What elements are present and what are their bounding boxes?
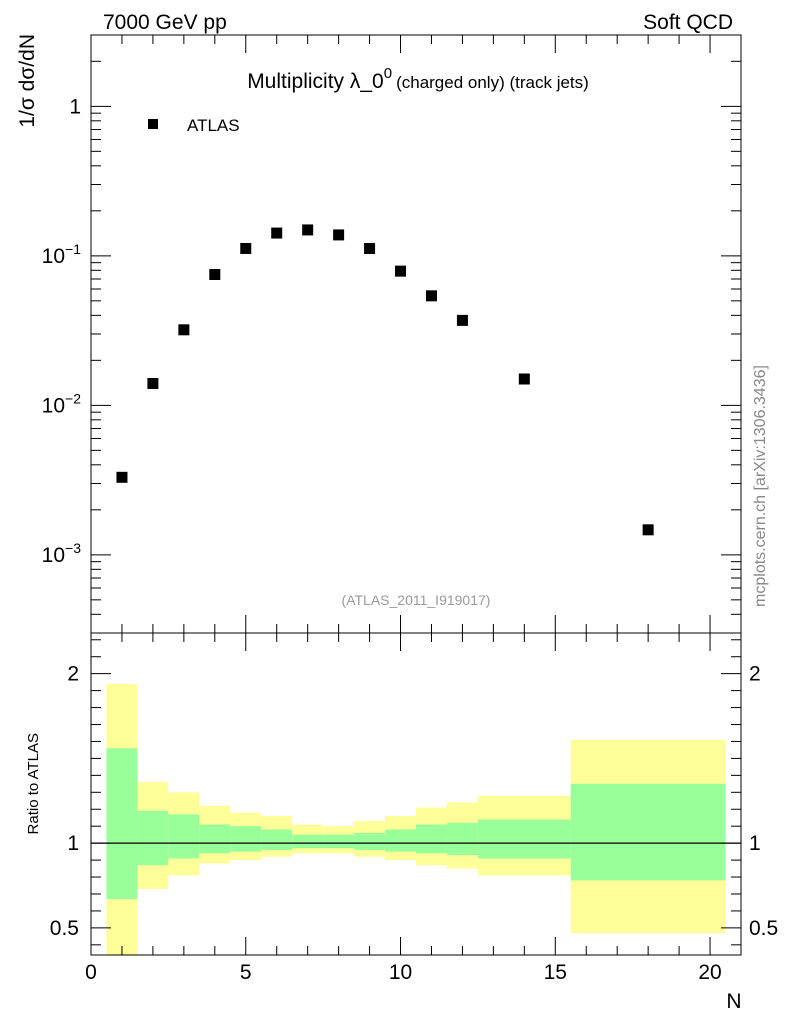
data-point: [116, 471, 128, 483]
main-y-tick-label: 10−3: [42, 540, 82, 567]
main-y-tick-label: 10−2: [42, 390, 82, 417]
legend-marker: [148, 119, 158, 129]
inner-uncertainty-band: [323, 834, 355, 849]
main-y-tick-label: 1: [69, 95, 81, 118]
x-tick-label: 0: [85, 961, 97, 984]
main-y-axis-label: 1/σ dσ/dN: [16, 34, 39, 128]
ratio-y-tick-label-right: 2: [749, 663, 761, 686]
data-point: [209, 269, 221, 281]
main-y-tick-label: 10−1: [42, 241, 82, 268]
main-y-tick-labels: 1 10−1 10−2 10−3: [42, 95, 82, 567]
data-point: [178, 324, 190, 336]
data-point: [271, 227, 283, 239]
data-point: [364, 242, 376, 254]
side-label: mcplots.cern.ch [arXiv:1306.3436]: [752, 365, 769, 607]
inner-uncertainty-band: [477, 819, 571, 859]
inner-uncertainty-band: [230, 826, 262, 852]
x-axis-label: N: [726, 990, 741, 1013]
data-point: [642, 524, 654, 536]
ratio-y-tick-label-left: 1: [67, 832, 79, 855]
inner-uncertainty-band: [106, 748, 138, 900]
inner-uncertainty-band: [168, 814, 200, 859]
inner-uncertainty-band: [385, 829, 416, 852]
data-point: [518, 373, 530, 385]
inner-uncertainty-band: [199, 824, 231, 854]
x-tick-label: 20: [698, 961, 721, 984]
analysis-id-label: (ATLAS_2011_I919017): [342, 592, 491, 608]
ratio-x-tick-labels: 0 5 10 15 20: [85, 961, 722, 984]
data-point: [147, 377, 159, 389]
x-tick-label: 5: [240, 961, 252, 984]
data-point: [425, 290, 437, 302]
ratio-uncertainty-bands: [106, 683, 726, 955]
inner-uncertainty-band: [570, 783, 726, 881]
ratio-y-axis-label: Ratio to ATLAS: [25, 733, 42, 834]
x-tick-label: 10: [389, 961, 412, 984]
ratio-y-tick-label-left: 0.5: [50, 917, 79, 940]
chart-title-main: Multiplicity λ_0: [247, 70, 384, 93]
atlas-data-points: [116, 224, 654, 536]
ratio-axis-ticks: [90, 633, 742, 955]
inner-uncertainty-band: [354, 832, 386, 850]
x-tick-label: 15: [544, 961, 567, 984]
data-point: [395, 265, 407, 277]
ratio-y-tick-label-right: 0.5: [749, 917, 778, 940]
header-right: Soft QCD: [643, 11, 733, 34]
main-axis-ticks: [90, 34, 742, 634]
ratio-frame-rect: [90, 632, 742, 956]
main-panel: 1 10−1 10−2 10−3 Multiplicity λ_00 (charged …: [16, 34, 742, 634]
chart-title: Multiplicity λ_00 (charged only) (track j…: [247, 65, 589, 93]
ratio-y-tick-label-left: 2: [67, 663, 79, 686]
ratio-panel: 0.5 0.5 1 1 2 2 0 5 10 15 20 Ratio to ATLAS N: [25, 632, 778, 1013]
data-point: [302, 224, 314, 236]
legend-label-atlas: ATLAS: [187, 116, 240, 135]
ratio-plot-frame: [90, 632, 742, 956]
data-point: [333, 229, 345, 241]
inner-uncertainty-band: [416, 824, 447, 854]
inner-uncertainty-band: [292, 834, 324, 849]
inner-uncertainty-band: [137, 810, 169, 866]
data-point: [456, 314, 468, 326]
ratio-y-tick-label-right: 1: [749, 832, 761, 855]
chart-title-superscript: 0: [384, 65, 392, 82]
inner-uncertainty-band: [446, 822, 478, 856]
ratio-y-tick-labels: 0.5 0.5 1 1 2 2: [50, 663, 778, 940]
data-point: [240, 242, 252, 254]
inner-uncertainty-band: [261, 829, 293, 850]
header-left: 7000 GeV pp: [103, 11, 227, 34]
chart-title-tail: (charged only) (track jets): [396, 73, 589, 92]
